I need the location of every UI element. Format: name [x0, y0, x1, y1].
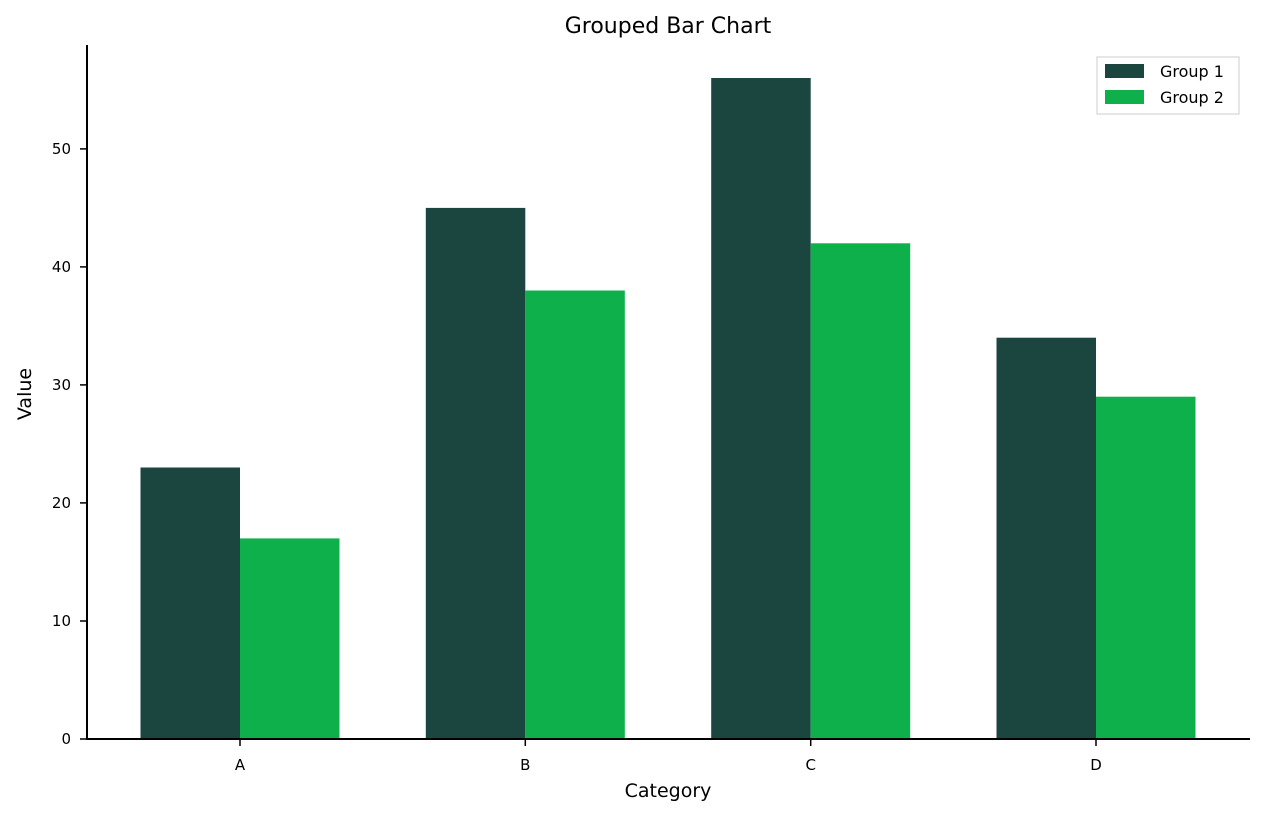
chart-title: Grouped Bar Chart — [565, 14, 772, 39]
bar-group-2-c — [810, 243, 911, 740]
y-tick-label: 40 — [52, 258, 71, 276]
bar-group-1-b — [425, 207, 526, 739]
y-axis-label: Value — [14, 368, 36, 420]
legend: Group 1 Group 2 — [1096, 56, 1240, 115]
bar-group-1-d — [996, 337, 1096, 739]
y-tick-label: 50 — [52, 140, 71, 158]
x-tick-label-a: A — [235, 756, 246, 774]
x-axis-label: Category — [625, 780, 712, 802]
y-tick-label: 20 — [52, 494, 71, 512]
bar-group-1-c — [711, 78, 811, 739]
legend-label-group-2: Group 2 — [1160, 88, 1224, 107]
y-tick-label: 0 — [61, 730, 71, 748]
bars-layer — [140, 78, 1196, 740]
legend-swatch-group-1 — [1105, 64, 1144, 78]
x-ticks: A B C D — [235, 739, 1102, 774]
x-tick-label-b: B — [520, 756, 530, 774]
x-tick-label-d: D — [1090, 756, 1102, 774]
legend-swatch-group-2 — [1105, 90, 1144, 104]
legend-label-group-1: Group 1 — [1160, 62, 1224, 81]
bar-group-1-a — [140, 467, 240, 739]
y-ticks: 0 10 20 30 40 50 — [52, 140, 87, 748]
bar-group-2-b — [525, 290, 625, 739]
bar-group-2-a — [240, 538, 340, 739]
x-tick-label-c: C — [805, 756, 815, 774]
bar-group-2-d — [1096, 396, 1196, 739]
y-tick-label: 10 — [52, 612, 71, 630]
y-tick-label: 30 — [52, 376, 71, 394]
